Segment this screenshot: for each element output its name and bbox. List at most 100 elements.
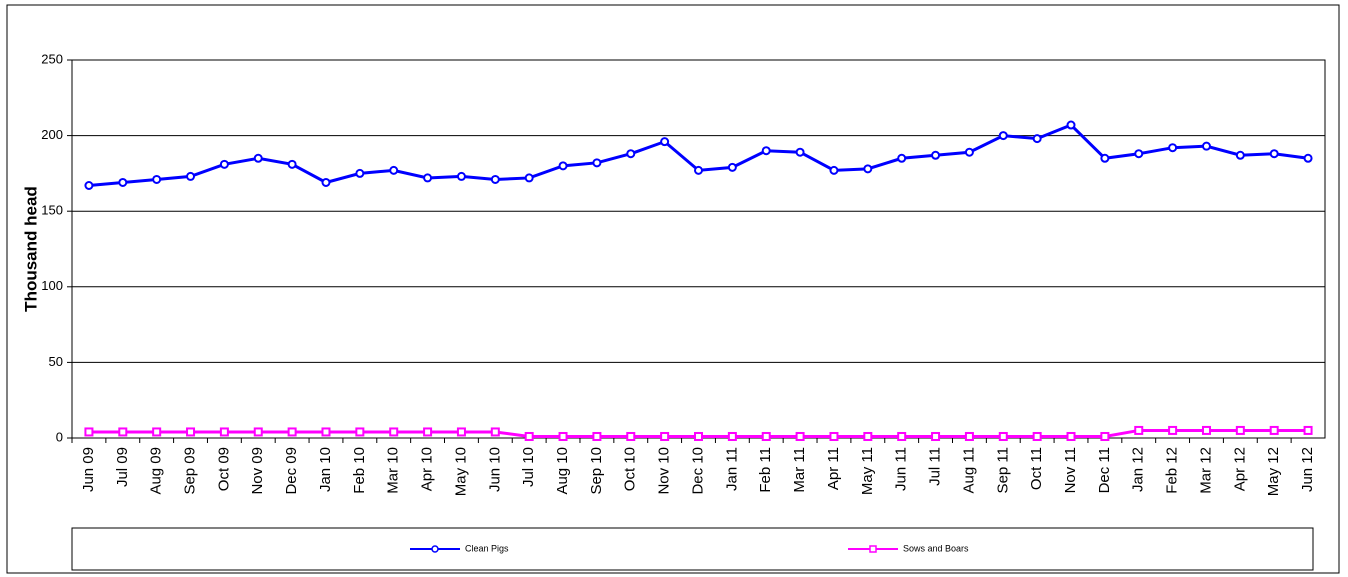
x-tick-label: Oct 10 — [622, 447, 639, 491]
data-point — [1066, 120, 1076, 130]
data-point — [1032, 431, 1042, 441]
data-point — [592, 158, 602, 168]
data-point — [1303, 425, 1313, 435]
x-tick-label: Jun 11 — [893, 447, 910, 491]
x-tick-label: Apr 10 — [419, 447, 436, 491]
x-tick-label: Jan 11 — [723, 447, 740, 491]
x-tick-label: Jan 12 — [1130, 447, 1147, 492]
data-point — [253, 427, 263, 437]
plot-area — [71, 59, 1326, 439]
x-tick-label: May 10 — [452, 447, 469, 496]
data-point — [727, 162, 737, 172]
data-point — [389, 165, 399, 175]
legend-box — [71, 527, 1314, 571]
data-point — [1134, 149, 1144, 159]
data-point — [186, 171, 196, 181]
legend-label: Sows and Boars — [903, 543, 969, 553]
x-tick-label: Nov 11 — [1062, 447, 1079, 493]
x-tick-label: Mar 12 — [1197, 447, 1214, 494]
data-point — [1235, 150, 1245, 160]
data-point — [897, 431, 907, 441]
data-point — [660, 431, 670, 441]
data-point — [795, 147, 805, 157]
x-tick-label: Nov 10 — [656, 447, 673, 495]
x-tick-label: Feb 12 — [1164, 447, 1181, 494]
x-tick-label: Aug 09 — [148, 447, 165, 495]
data-point — [727, 431, 737, 441]
data-point — [1201, 425, 1211, 435]
x-tick-label: Mar 10 — [385, 447, 402, 494]
legend-marker — [869, 545, 877, 553]
x-tick-label: May 12 — [1265, 447, 1282, 496]
data-point — [1100, 431, 1110, 441]
data-point — [761, 431, 771, 441]
data-point — [490, 427, 500, 437]
data-point — [152, 174, 162, 184]
data-point — [1303, 153, 1313, 163]
x-tick-label: Apr 11 — [825, 447, 842, 490]
x-tick-label: Sep 09 — [181, 447, 198, 495]
x-tick-label: Oct 11 — [1028, 447, 1045, 490]
data-point — [694, 165, 703, 175]
y-tick-label: 200 — [41, 127, 63, 142]
data-point — [863, 164, 873, 174]
data-point — [287, 427, 297, 437]
data-point — [592, 431, 602, 441]
x-tick-label: Nov 09 — [249, 447, 266, 495]
legend-label: Clean Pigs — [465, 543, 509, 553]
x-tick-label: Apr 12 — [1231, 447, 1248, 491]
data-point — [219, 159, 229, 169]
data-point — [490, 174, 500, 184]
data-point — [84, 180, 94, 190]
data-point — [423, 427, 433, 437]
data-point — [761, 146, 771, 156]
data-point — [964, 431, 974, 441]
data-point — [321, 427, 331, 437]
x-tick-label: Aug 10 — [554, 447, 571, 495]
y-tick-label: 0 — [56, 429, 63, 444]
x-tick-label: Oct 09 — [215, 447, 232, 491]
data-point — [118, 177, 128, 187]
data-point — [931, 431, 941, 441]
data-point — [964, 147, 974, 157]
x-tick-label: Dec 09 — [283, 447, 300, 495]
data-point — [694, 431, 703, 441]
data-point — [863, 431, 873, 441]
data-point — [1100, 153, 1110, 163]
data-point — [219, 427, 229, 437]
x-tick-label: Jul 11 — [927, 447, 944, 486]
x-tick-label: Feb 10 — [351, 447, 368, 494]
y-tick-label: 50 — [49, 354, 63, 369]
data-point — [524, 173, 534, 183]
data-point — [355, 427, 365, 437]
data-point — [829, 431, 839, 441]
y-tick-label: 100 — [41, 278, 63, 293]
data-point — [321, 177, 331, 187]
data-point — [1134, 425, 1144, 435]
x-tick-label: Dec 10 — [689, 447, 706, 495]
data-point — [829, 165, 839, 175]
data-point — [795, 431, 805, 441]
x-tick-label: Jun 10 — [486, 447, 503, 492]
data-point — [152, 427, 162, 437]
data-point — [253, 153, 263, 163]
data-point — [660, 137, 670, 147]
x-tick-label: Feb 11 — [757, 447, 774, 493]
data-point — [998, 431, 1008, 441]
data-point — [897, 153, 907, 163]
x-tick-label: Sep 11 — [994, 447, 1011, 493]
data-point — [626, 149, 636, 159]
x-tick-label: Dec 11 — [1096, 447, 1113, 493]
x-tick-label: Jul 10 — [520, 447, 537, 487]
x-tick-label: Sep 10 — [588, 447, 605, 495]
data-point — [1168, 143, 1178, 153]
data-point — [1066, 431, 1076, 441]
data-point — [626, 431, 636, 441]
data-point — [998, 131, 1008, 141]
data-point — [558, 161, 568, 171]
data-point — [1269, 149, 1279, 159]
data-point — [186, 427, 196, 437]
y-tick-label: 150 — [41, 203, 63, 218]
data-point — [456, 427, 466, 437]
